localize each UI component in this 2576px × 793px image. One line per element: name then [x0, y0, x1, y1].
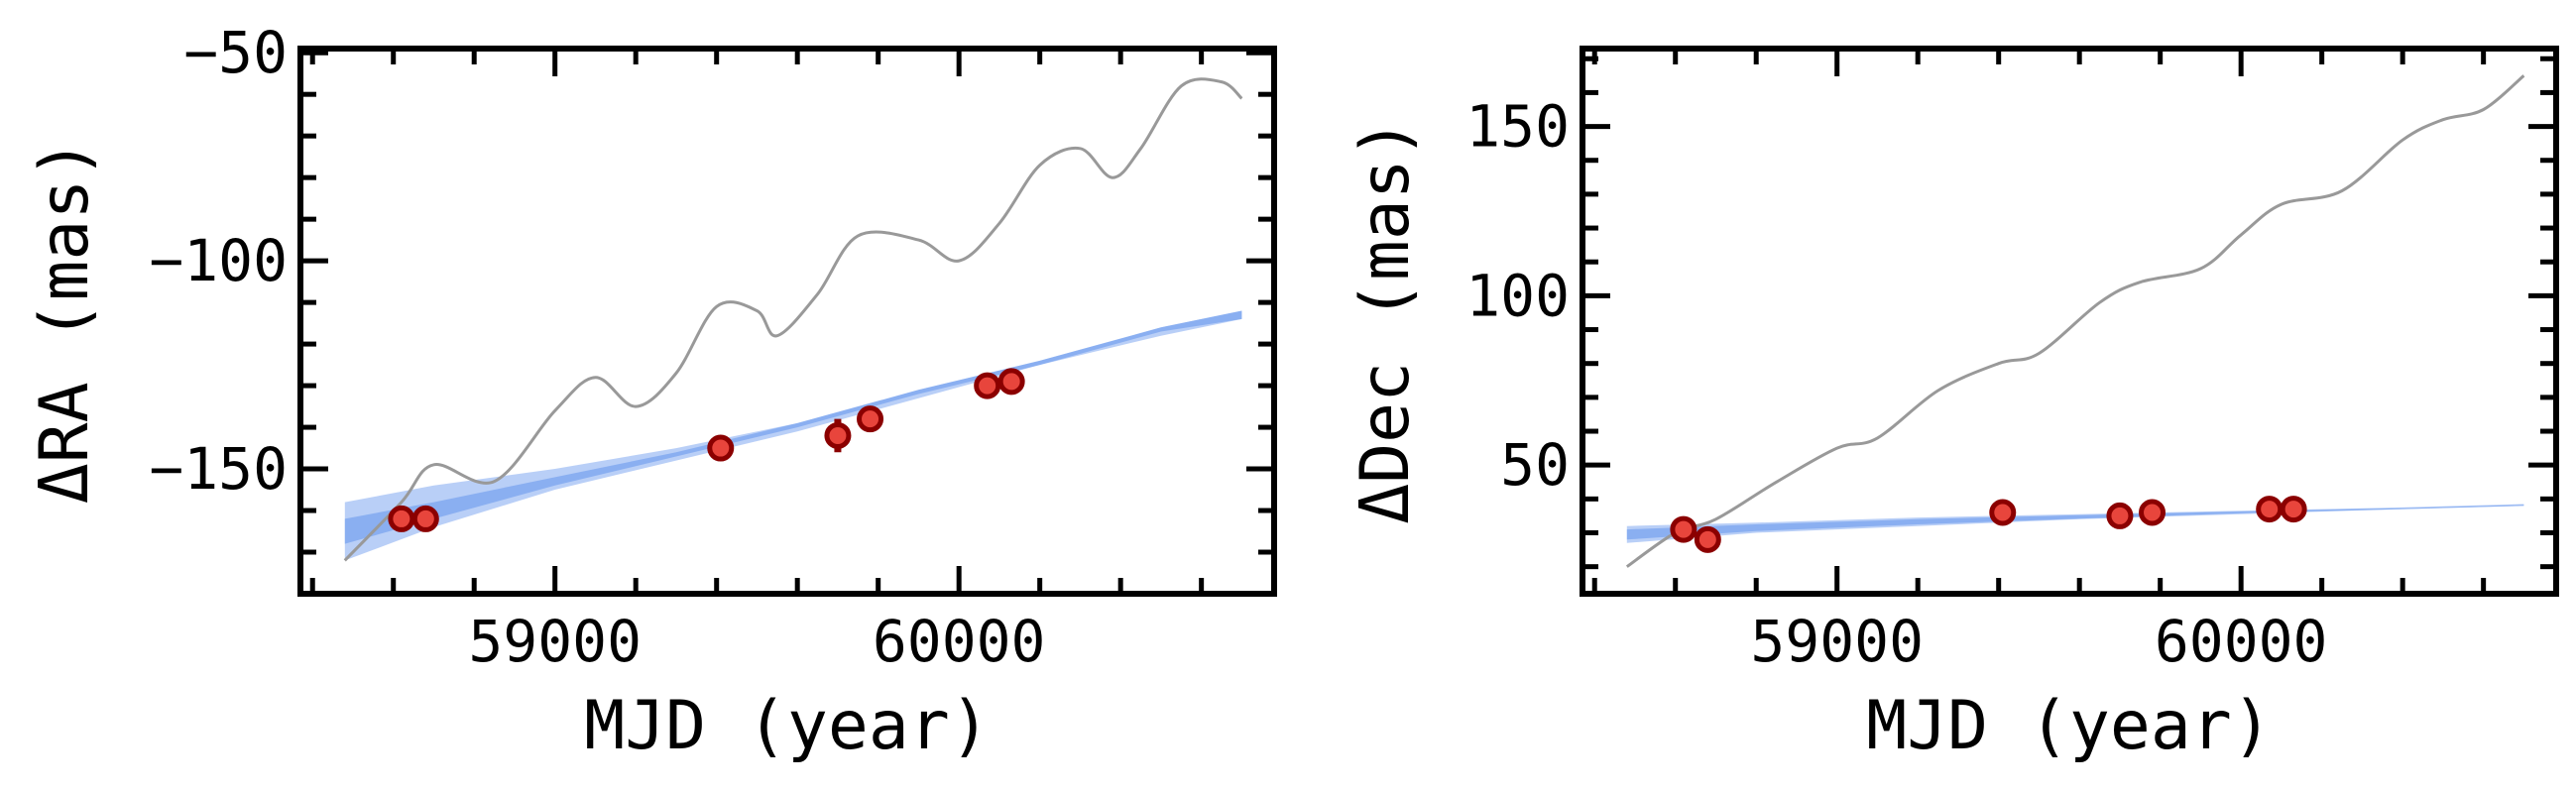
y-axis-label: ΔDec (mas) [1347, 118, 1425, 523]
x-tick-label: 60000 [2155, 608, 2328, 675]
plot-area [1625, 74, 2525, 568]
data-point [997, 368, 1025, 396]
data-point [2256, 496, 2283, 523]
x-tick-label: 59000 [1750, 608, 1924, 675]
panel-ra: 59000 60000 −150 −100 −50 MJD (year) ΔRA (ma… [26, 19, 1277, 765]
y-tick-label: 50 [1500, 431, 1570, 499]
data-point [707, 434, 735, 462]
data-point [1670, 515, 1698, 543]
background-track-line [1625, 74, 2525, 568]
axis-ticks [300, 49, 1274, 597]
y-tick-label: 150 [1465, 93, 1570, 161]
background-track-line [343, 77, 1243, 562]
axis-ticks [1582, 49, 2556, 594]
x-axis-label: MJD (year) [584, 687, 990, 765]
data-point [388, 505, 415, 532]
x-tick-label: 60000 [873, 608, 1046, 675]
panel-dec: 59000 60000 50 100 150 MJD (year) ΔDec (mas) [1347, 46, 2559, 765]
y-tick-label: 100 [1465, 262, 1570, 329]
orbit-band-core [1626, 505, 2524, 540]
data-point [857, 405, 884, 433]
tick-labels: 59000 60000 50 100 150 [1465, 93, 2327, 675]
y-axis-label: ΔRA (mas) [26, 139, 104, 504]
x-tick-label: 59000 [468, 608, 642, 675]
data-point [974, 372, 1001, 399]
data-point [2106, 502, 2134, 529]
data-point [2139, 499, 2166, 526]
orbit-band-core [344, 310, 1242, 544]
data-point [1989, 499, 2017, 526]
tick-labels: 59000 60000 −150 −100 −50 [149, 19, 1045, 675]
x-axis-label: MJD (year) [1866, 687, 2272, 765]
orbit-band-outer [344, 310, 1242, 561]
y-tick-label: −50 [183, 19, 288, 86]
y-tick-label: −100 [149, 227, 288, 294]
data-point [411, 505, 439, 532]
data-point [824, 421, 852, 449]
data-point [2280, 496, 2307, 523]
plot-area [343, 77, 1243, 562]
y-tick-label: −150 [149, 435, 288, 503]
data-point [1694, 525, 1721, 553]
